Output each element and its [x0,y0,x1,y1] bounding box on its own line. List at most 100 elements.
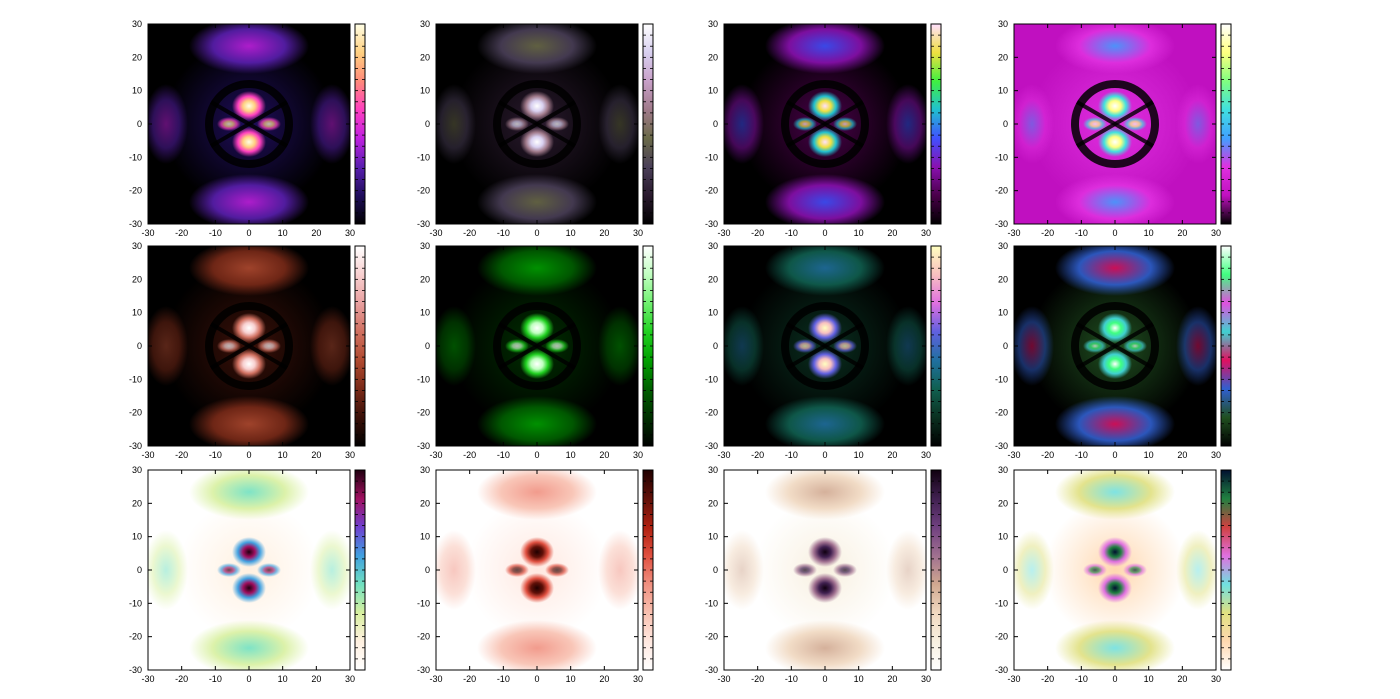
heatmap-panel-r2c1: -30 -20 -10 0 10 20 30 -30 -20 -10 0 10 20 30 [118,240,418,466]
side-lobe [545,117,569,131]
outer-lobe [310,306,350,386]
x-tick-label: -20 [751,674,764,684]
x-tick-label: 30 [1211,450,1221,460]
x-tick-label: 20 [887,450,897,460]
x-tick-label: 20 [599,228,609,238]
side-lobe [833,339,857,353]
outer-lobe [1055,246,1175,296]
outer-lobe [477,24,597,74]
outer-lobe [765,620,885,670]
outer-lobe [1055,396,1175,446]
y-tick-label: 0 [713,119,718,129]
y-tick-label: 20 [132,52,142,62]
y-tick-label: 10 [708,308,718,318]
side-lobe [833,117,857,131]
outer-lobe [598,530,638,610]
side-lobe [505,117,529,131]
y-tick-label: -20 [129,408,142,418]
main-lobe [520,537,554,567]
y-tick-label: 20 [708,498,718,508]
outer-lobe [1014,530,1054,610]
y-tick-label: 0 [713,565,718,575]
outer-lobe [436,530,476,610]
y-tick-label: -30 [705,219,718,229]
side-lobe [217,117,241,131]
y-tick-label: -20 [129,632,142,642]
node-line [209,100,289,148]
y-tick-label: 30 [420,465,430,475]
x-tick-label: 30 [1211,228,1221,238]
main-lobe [520,313,554,343]
node-line [1075,100,1155,148]
y-tick-label: 30 [708,465,718,475]
x-tick-label: -20 [751,450,764,460]
side-lobe [1083,117,1107,131]
node-line [497,100,577,148]
y-tick-label: -10 [995,152,1008,162]
x-tick-label: -10 [785,674,798,684]
x-tick-label: 10 [278,450,288,460]
y-tick-label: 10 [132,532,142,542]
x-tick-label: -20 [175,450,188,460]
x-tick-label: 10 [1144,228,1154,238]
main-lobe [808,537,842,567]
outer-lobe [1176,530,1216,610]
y-tick-label: -30 [705,441,718,451]
x-tick-label: -30 [429,228,442,238]
x-tick-label: 20 [599,674,609,684]
y-tick-label: 30 [998,465,1008,475]
y-tick-label: 20 [998,498,1008,508]
x-tick-label: 20 [599,450,609,460]
node-line [209,322,289,370]
heatmap-panel-r1c3: -30 -20 -10 0 10 20 30 -30 -20 -10 0 10 20 30 [694,18,994,244]
heatmap-svg: -30 -20 -10 0 10 20 30 -30 -20 -10 0 10 20 30 [705,19,942,238]
outer-lobe [765,24,885,74]
x-tick-label: -10 [785,450,798,460]
x-tick-label: 10 [566,450,576,460]
y-tick-label: -30 [129,441,142,451]
x-tick-label: 20 [1177,228,1187,238]
node-ring [781,80,869,168]
main-lobe [520,127,554,157]
outer-lobe [886,84,926,164]
outer-lobe [189,24,309,74]
y-tick-label: -30 [995,665,1008,675]
y-tick-label: 10 [420,86,430,96]
side-lobe [793,339,817,353]
main-lobe [1098,127,1132,157]
heatmap-svg: -30 -20 -10 0 10 20 30 -30 -20 -10 0 10 20 30 [129,241,366,460]
x-tick-label: -10 [497,674,510,684]
y-tick-label: 30 [998,19,1008,29]
x-tick-label: -30 [717,228,730,238]
side-lobe [545,563,569,577]
x-tick-label: 0 [1112,674,1117,684]
x-tick-label: 10 [1144,674,1154,684]
y-tick-label: -10 [705,152,718,162]
main-lobe [808,127,842,157]
x-tick-label: -20 [1041,674,1054,684]
heatmap-svg: -30 -20 -10 0 10 20 30 -30 -20 -10 0 10 20 30 [995,241,1232,460]
y-tick-label: 20 [420,498,430,508]
x-tick-label: 20 [311,674,321,684]
x-tick-label: -30 [717,674,730,684]
y-tick-label: -10 [129,598,142,608]
heatmap-panel-r1c1: -30 -20 -10 0 10 20 30 -30 -20 -10 0 10 20 30 [118,18,418,244]
outer-lobe [148,530,188,610]
y-tick-label: 10 [132,308,142,318]
x-tick-label: 0 [246,674,251,684]
side-lobe [1123,117,1147,131]
x-tick-label: -30 [429,674,442,684]
x-tick-label: 30 [345,450,355,460]
heatmap-svg: -30 -20 -10 0 10 20 30 -30 -20 -10 0 10 20 30 [705,241,942,460]
outer-lobe [1176,306,1216,386]
main-lobe [1098,537,1132,567]
y-tick-label: 20 [998,274,1008,284]
x-tick-label: -10 [209,450,222,460]
node-line [497,322,577,370]
main-lobe [520,91,554,121]
outer-lobe [886,306,926,386]
x-tick-label: 20 [1177,674,1187,684]
heatmap-panel-r3c4: -30 -20 -10 0 10 20 30 -30 -20 -10 0 10 20 30 [984,464,1284,690]
x-tick-label: 20 [887,228,897,238]
main-lobe [808,91,842,121]
